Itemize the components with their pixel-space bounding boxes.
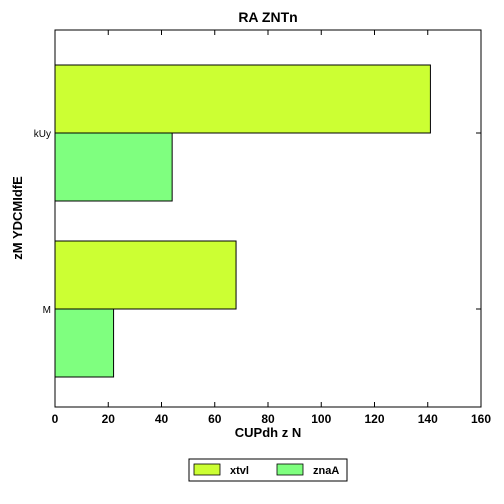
x-tick-label: 100 [311,412,331,426]
x-tick-label: 60 [208,412,222,426]
legend-label-xtvl: xtvl [230,465,249,477]
y-tick-label: M [43,305,51,316]
x-axis-label: CUPdh z N [235,425,301,440]
legend-label-znaA: znaA [313,465,339,477]
x-tick-label: 140 [418,412,438,426]
x-tick-label: 40 [155,412,169,426]
legend-swatch-znaA [276,463,304,476]
chart-title: RA ZNTn [238,9,297,25]
bars-layer [54,64,431,378]
ticks-layer: kUy M 0 20 40 60 80 100 120 140 160 [34,30,491,426]
bar-xtvl-M [54,240,237,310]
legend: xtvl znaA [188,458,348,482]
y-axis-label: zM YDCMIdfE [10,176,25,260]
legend-box [188,458,348,482]
x-tick-label: 120 [364,412,384,426]
x-tick-label: 80 [261,412,275,426]
x-tick-label: 160 [471,412,491,426]
bar-znaA-M [54,308,115,378]
bar-znaA-kUy [54,132,173,202]
y-tick-label: kUy [34,129,51,140]
x-tick-label: 0 [52,412,59,426]
bar-xtvl-kUy [54,64,431,134]
x-tick-label: 20 [102,412,116,426]
legend-swatch-xtvl [193,463,221,476]
